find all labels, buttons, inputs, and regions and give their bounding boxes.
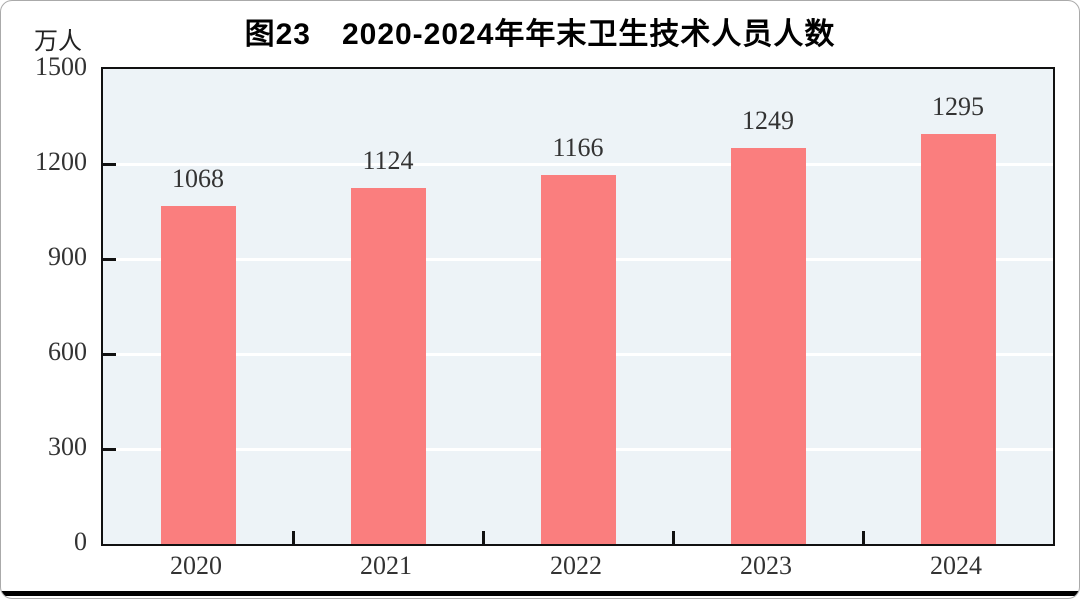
x-tick-boundary-2 [481, 531, 485, 544]
y-tick-600 [103, 352, 116, 356]
page-bottom-rule [1, 591, 1079, 596]
y-axis-label-900: 900 [48, 242, 87, 271]
x-axis-label-2021: 2021 [360, 551, 412, 580]
bar-2022 [540, 174, 616, 544]
y-tick-300 [103, 447, 116, 451]
y-tick-900 [103, 257, 116, 261]
y-axis-label-1500: 1500 [35, 52, 87, 81]
x-axis-label-2024: 2024 [930, 551, 982, 580]
bar-value-2023: 1249 [742, 106, 794, 136]
chart-title: 图23 2020-2024年年末卫生技术人员人数 [244, 18, 836, 51]
bar-value-2024: 1295 [932, 91, 984, 121]
gridline-1200 [103, 162, 1053, 166]
bar-2021 [350, 188, 426, 544]
y-axis-tick-labels: 0 300 600 900 1200 1500 [1, 54, 87, 555]
x-axis-tick-labels: 2020 2021 2022 2023 2024 [101, 551, 1051, 585]
y-axis-unit-label: 万人 [34, 29, 82, 55]
y-axis-label-600: 600 [48, 337, 87, 366]
x-tick-boundary-1 [291, 531, 295, 544]
bar-value-2021: 1124 [362, 146, 414, 176]
y-axis-label-0: 0 [74, 527, 87, 556]
x-tick-boundary-4 [861, 531, 865, 544]
x-axis-label-2022: 2022 [550, 551, 602, 580]
y-tick-1200 [103, 162, 116, 166]
x-axis-label-2020: 2020 [170, 551, 222, 580]
bar-value-2020: 1068 [172, 163, 224, 193]
bar-2023 [730, 148, 806, 544]
bar-2024 [920, 133, 996, 544]
y-axis-label-1200: 1200 [35, 147, 87, 176]
plot-area: 1068 1124 1166 1249 1295 [101, 67, 1055, 546]
y-axis-label-300: 300 [48, 432, 87, 461]
bar-2020 [160, 205, 236, 544]
bar-value-2022: 1166 [552, 132, 604, 162]
plot-inner: 1068 1124 1166 1249 1295 [103, 69, 1053, 544]
x-tick-boundary-3 [671, 531, 675, 544]
x-axis-label-2023: 2023 [740, 551, 792, 580]
